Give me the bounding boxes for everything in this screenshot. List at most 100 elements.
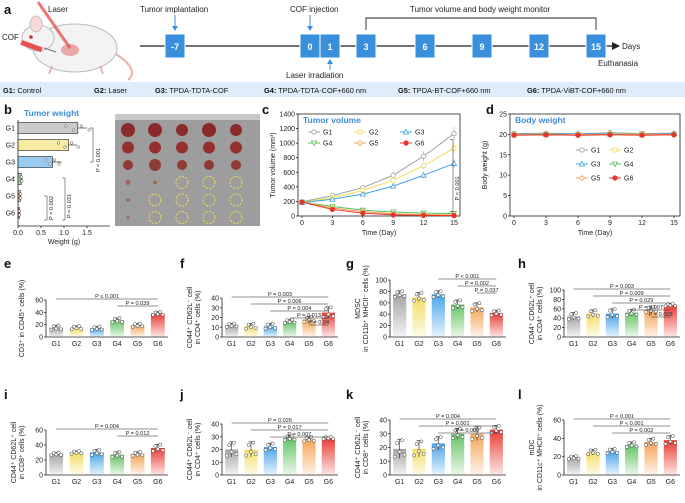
xtick-k: G1	[395, 479, 404, 486]
data-point	[421, 298, 426, 302]
tumor-sample	[230, 141, 242, 154]
data-point	[673, 304, 677, 308]
tumor-sample	[126, 198, 130, 202]
data-point	[69, 451, 74, 456]
data-point	[251, 440, 256, 445]
panel-e: e 0 20 40 60 CD3⁺ in CD45⁺ cells (%) G1 G2 G3 G4 G…	[4, 256, 168, 357]
tumor-sample	[177, 160, 187, 170]
data-point	[663, 442, 668, 446]
panel-label-h: h	[518, 256, 526, 271]
data-point	[302, 439, 307, 444]
timeline-day-label: 15	[591, 42, 601, 52]
xtick-g: G4	[453, 341, 462, 348]
panel-label-i: i	[4, 387, 8, 402]
ytick-e: 20	[35, 322, 43, 329]
data-point	[670, 301, 675, 306]
ylabel-h: CD44⁺ CD62L⁺ cellin CD4⁺ cells (%)	[529, 282, 544, 344]
data-point	[438, 289, 443, 293]
data-point	[321, 437, 326, 441]
data-point	[273, 447, 277, 452]
legend-c: G4	[323, 141, 332, 148]
data-point	[395, 441, 400, 445]
pvalue-f: P = 0.003	[268, 292, 292, 298]
xtick-d: 6	[576, 220, 580, 227]
data-point	[229, 449, 234, 454]
data-point	[156, 312, 160, 316]
ytick-b: G1	[6, 126, 15, 133]
xtick-k: G4	[453, 479, 462, 486]
ytick-g: 40	[379, 312, 387, 319]
ytick-k: 0	[383, 473, 387, 480]
xtick-f: G2	[246, 341, 255, 348]
data-point	[421, 452, 426, 456]
xtick-l: G6	[666, 479, 675, 486]
xtick-c: 9	[391, 220, 395, 227]
data-point	[160, 312, 165, 317]
data-point	[270, 321, 275, 326]
data-point	[331, 314, 335, 318]
bar-f	[225, 325, 239, 337]
tumor-sample	[148, 123, 162, 137]
data-point	[402, 294, 407, 299]
data-point	[567, 457, 571, 461]
xtick-c: 15	[450, 220, 458, 227]
legend-c: G6	[415, 141, 424, 148]
bar-h	[605, 313, 619, 337]
data-point	[140, 453, 145, 458]
data-point	[470, 309, 475, 313]
group-caption-desc: TPDA-ViBT-COF+660 nm	[539, 86, 626, 95]
data-point	[234, 452, 239, 456]
data-point	[77, 449, 81, 453]
data-point	[120, 454, 124, 459]
ytick-c: 1000	[279, 141, 295, 148]
data-point	[158, 442, 163, 447]
ytick-j: 30	[211, 434, 219, 441]
xlabel-c: Time (Day)	[362, 230, 396, 237]
chart-title-b: Tumor weight	[24, 108, 79, 118]
xtick-l: G4	[627, 479, 636, 486]
pvalue-h: P = 0.005	[649, 312, 673, 318]
bar-l	[586, 452, 600, 475]
ytick-c: 400	[283, 184, 295, 191]
data-point	[54, 452, 58, 457]
line-marker	[299, 199, 305, 205]
ytick-g: 20	[379, 323, 387, 330]
data-point	[263, 448, 268, 452]
ytick-c: 600	[283, 170, 295, 177]
missing-tumor-marker	[175, 211, 189, 224]
data-point	[328, 435, 333, 439]
xtick-j: G3	[266, 479, 275, 486]
data-point	[479, 308, 484, 312]
legend-c: G1	[323, 130, 332, 137]
ylabel-j: CD44⁺ CD62L⁻ cellin CD4⁺ cells (%)	[187, 418, 202, 480]
pvalue-h: P = 0.029	[629, 298, 653, 304]
legend-d: G5	[591, 176, 600, 183]
ytick-d: 20	[499, 132, 507, 139]
xtick-k: G2	[414, 479, 423, 486]
panel-label-l: l	[518, 387, 522, 402]
missing-tumor-marker	[148, 211, 162, 224]
tumor-sample	[121, 123, 135, 137]
xtick-j: G1	[227, 479, 236, 486]
data-point	[460, 435, 465, 439]
group-caption-key: G2:	[94, 86, 106, 95]
euthanasia-text: Euthanasia	[598, 59, 639, 68]
bar-l	[625, 444, 639, 475]
line-marker	[420, 212, 427, 219]
ytick-k: 20	[379, 445, 387, 452]
tumor-sample	[176, 141, 188, 154]
cof-injection-text: COF injection	[290, 5, 338, 14]
panel-d: d Body weight 0 5 10 15 20 25 0 3 6 9 12 15 Time (Day…	[482, 102, 681, 237]
data-point	[455, 433, 460, 438]
data-point	[653, 442, 658, 447]
tumor-sample	[125, 180, 131, 185]
ylabel-l: mDCin CD11c⁺ MHCII⁺ cells (%)	[529, 404, 544, 490]
data-point	[54, 326, 58, 331]
data-point	[634, 312, 639, 317]
bar-b	[17, 207, 20, 219]
data-point	[668, 303, 673, 308]
xtick-i: G6	[153, 479, 162, 486]
legend-c: G3	[415, 130, 424, 137]
data-point	[605, 315, 610, 320]
